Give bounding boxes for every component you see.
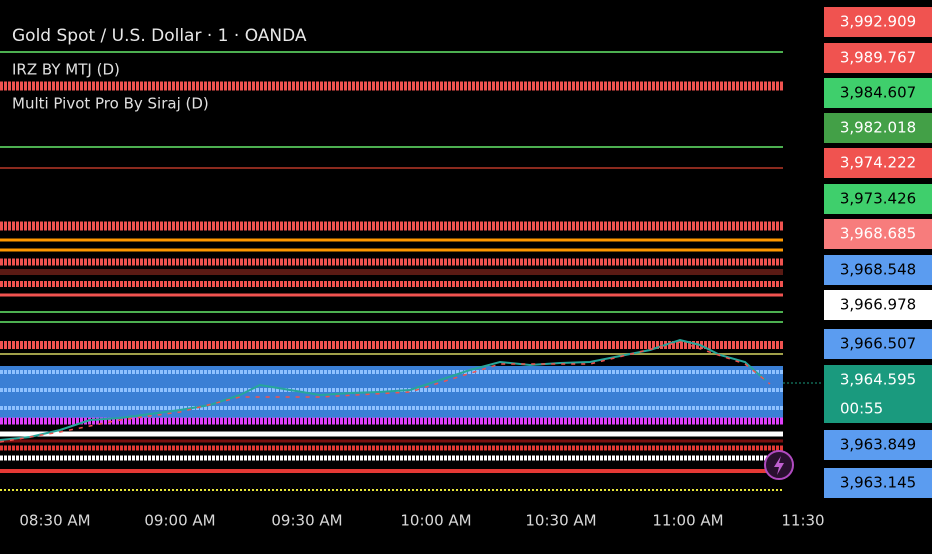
price-label-box	[824, 329, 932, 359]
time-label: 11:00 AM	[652, 512, 723, 530]
price-label-box	[824, 290, 932, 320]
price-label-box	[824, 219, 932, 249]
price-label: 3,966.978	[840, 296, 916, 314]
price-label: 3,973.426	[840, 190, 916, 208]
price-label: 3,963.849	[840, 436, 916, 454]
price-label-box	[824, 148, 932, 178]
price-label-box	[824, 78, 932, 108]
price-label: 3,968.685	[840, 225, 916, 243]
price-label-box	[824, 113, 932, 143]
price-label-box	[824, 430, 932, 460]
time-axis: 08:30 AM 09:00 AM 09:30 AM 10:00 AM 10:30 AM…	[19, 512, 824, 530]
countdown: 00:55	[840, 400, 883, 418]
price-label-box	[824, 365, 932, 423]
price-label-box	[824, 468, 932, 498]
time-label: 10:30 AM	[525, 512, 596, 530]
price-label-box	[824, 7, 932, 37]
price-label: 3,984.607	[840, 84, 916, 102]
price-label-box	[824, 184, 932, 214]
price-label: 3,989.767	[840, 49, 916, 67]
price-path-red	[0, 341, 771, 443]
levels	[0, 51, 822, 491]
time-label: 11:30	[781, 512, 824, 530]
price-label: 3,968.548	[840, 261, 916, 279]
price-label: 3,964.595	[840, 371, 916, 389]
time-label: 09:00 AM	[144, 512, 215, 530]
price-label: 3,966.507	[840, 335, 916, 353]
price-label-box	[824, 43, 932, 73]
time-label: 10:00 AM	[400, 512, 471, 530]
time-label: 08:30 AM	[19, 512, 90, 530]
alert-button[interactable]	[764, 450, 794, 480]
symbol-title: Gold Spot / U.S. Dollar · 1 · OANDA	[12, 26, 307, 46]
price-scale: 3,992.909 3,989.767 3,984.607 3,982.018 3,97…	[824, 7, 932, 498]
price-label-box	[824, 255, 932, 285]
price-label: 3,992.909	[840, 13, 916, 31]
price-label: 3,982.018	[840, 119, 916, 137]
indicator-label: Multi Pivot Pro By Siraj (D)	[12, 95, 209, 113]
time-label: 09:30 AM	[271, 512, 342, 530]
price-label: 3,963.145	[840, 474, 916, 492]
price-label: 3,974.222	[840, 154, 916, 172]
indicator-label: IRZ BY MTJ (D)	[12, 61, 120, 79]
price-path	[0, 338, 766, 441]
